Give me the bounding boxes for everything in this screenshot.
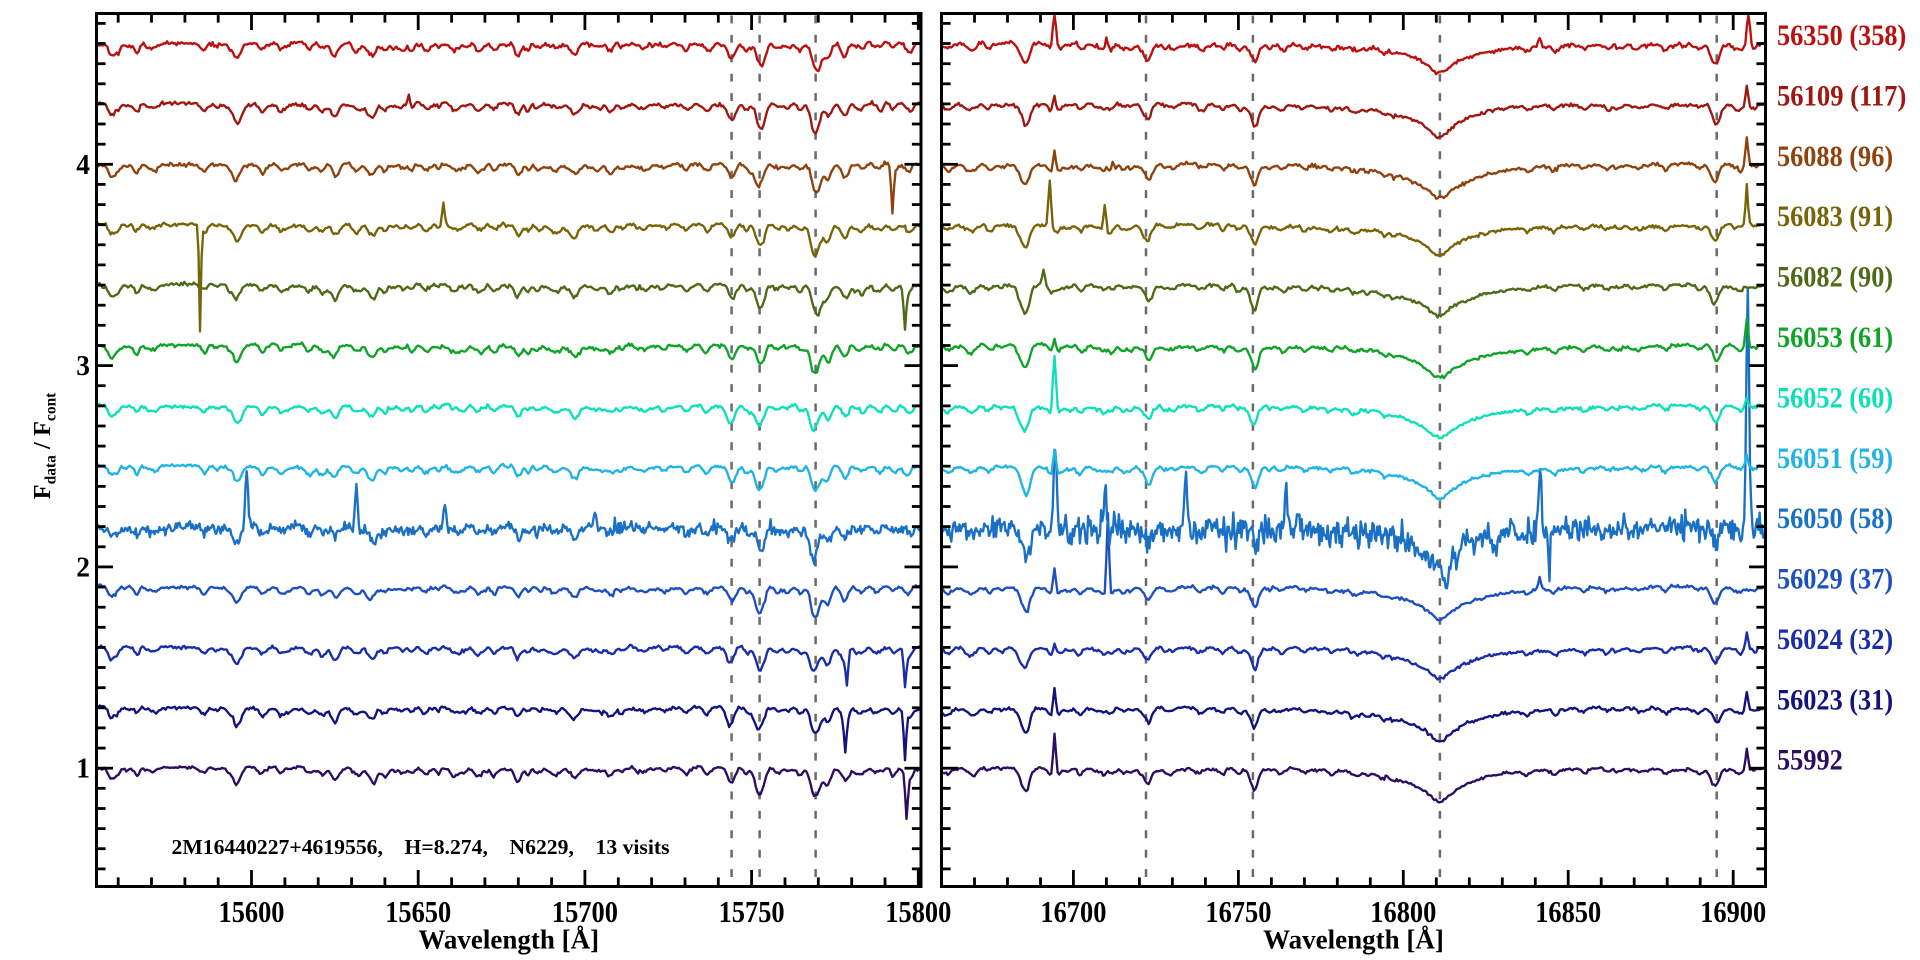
svg-text:16700: 16700 (1040, 895, 1106, 929)
svg-text:56052 (60): 56052 (60) (1777, 381, 1893, 414)
svg-text:56109 (117): 56109 (117) (1777, 79, 1906, 112)
svg-text:56029 (37): 56029 (37) (1777, 563, 1893, 596)
svg-text:56050 (58): 56050 (58) (1777, 502, 1893, 535)
svg-text:Wavelength [Å]: Wavelength [Å] (1263, 925, 1444, 955)
svg-text:15700: 15700 (552, 895, 618, 929)
svg-text:1: 1 (76, 753, 90, 785)
svg-text:56082 (90): 56082 (90) (1777, 261, 1893, 294)
svg-text:15600: 15600 (219, 895, 285, 929)
svg-text:56024 (32): 56024 (32) (1777, 623, 1893, 656)
svg-text:2: 2 (76, 551, 90, 583)
svg-text:56083 (91): 56083 (91) (1777, 200, 1893, 233)
svg-text:3: 3 (76, 350, 90, 382)
svg-text:56023 (31): 56023 (31) (1777, 683, 1893, 716)
svg-text:15650: 15650 (385, 895, 451, 929)
svg-text:15750: 15750 (719, 895, 785, 929)
svg-text:16850: 16850 (1535, 895, 1601, 929)
svg-text:15800: 15800 (885, 895, 951, 929)
svg-text:56088 (96): 56088 (96) (1777, 140, 1893, 173)
svg-text:2M16440227+4619556, H=8.274: 2M16440227+4619556, H=8.274, N6229, 13 v… (172, 835, 670, 859)
svg-text:16800: 16800 (1370, 895, 1436, 929)
svg-text:16900: 16900 (1700, 895, 1766, 929)
svg-text:16750: 16750 (1205, 895, 1271, 929)
svg-text:56350 (358): 56350 (358) (1777, 19, 1906, 52)
svg-text:56053 (61): 56053 (61) (1777, 321, 1893, 354)
svg-text:56051 (59): 56051 (59) (1777, 442, 1893, 475)
svg-text:55992: 55992 (1777, 744, 1843, 777)
svg-text:Wavelength [Å]: Wavelength [Å] (418, 925, 599, 955)
svg-text:4: 4 (76, 149, 90, 181)
